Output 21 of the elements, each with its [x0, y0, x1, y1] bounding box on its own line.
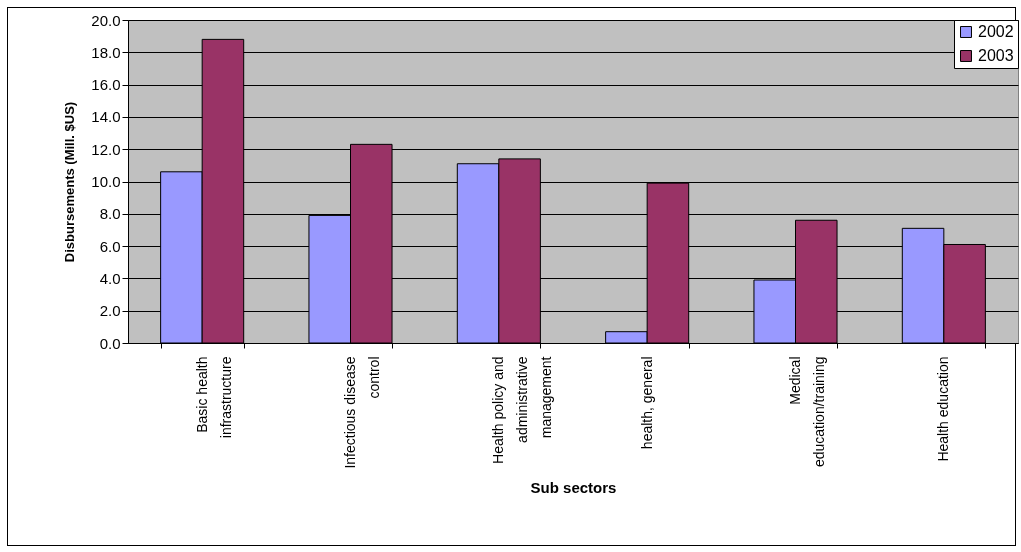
y-tick-label: 14.0 [91, 108, 121, 126]
x-tick-label: health, general [638, 356, 655, 450]
y-tick-label: 2.0 [99, 302, 121, 320]
y-tick-label: 8.0 [99, 205, 121, 223]
x-tick-label: Health education [935, 356, 952, 462]
y-tick-label: 4.0 [99, 269, 121, 287]
x-tick-label: Medical education/training [787, 356, 827, 468]
y-tick-label: 6.0 [99, 237, 121, 255]
x-tick-label: Health policy and administrative management [490, 356, 555, 464]
x-tick-label: Infectious disease control [342, 356, 382, 469]
x-axis-title: Sub sectors [530, 478, 617, 496]
legend-label: 2003 [978, 47, 1014, 64]
y-tick-label: 12.0 [91, 140, 121, 158]
y-axis-title: Disbursements (Mill. $US) [62, 101, 78, 263]
y-tick-label: 18.0 [91, 43, 121, 61]
y-tick-label: 20.0 [91, 11, 121, 29]
x-tick-label: Basic health infrastructure [193, 356, 234, 439]
y-tick-label: 16.0 [91, 76, 121, 94]
y-tick-label: 10.0 [91, 173, 121, 190]
legend-label: 2002 [978, 23, 1014, 40]
y-tick-label: 0.0 [99, 334, 121, 352]
